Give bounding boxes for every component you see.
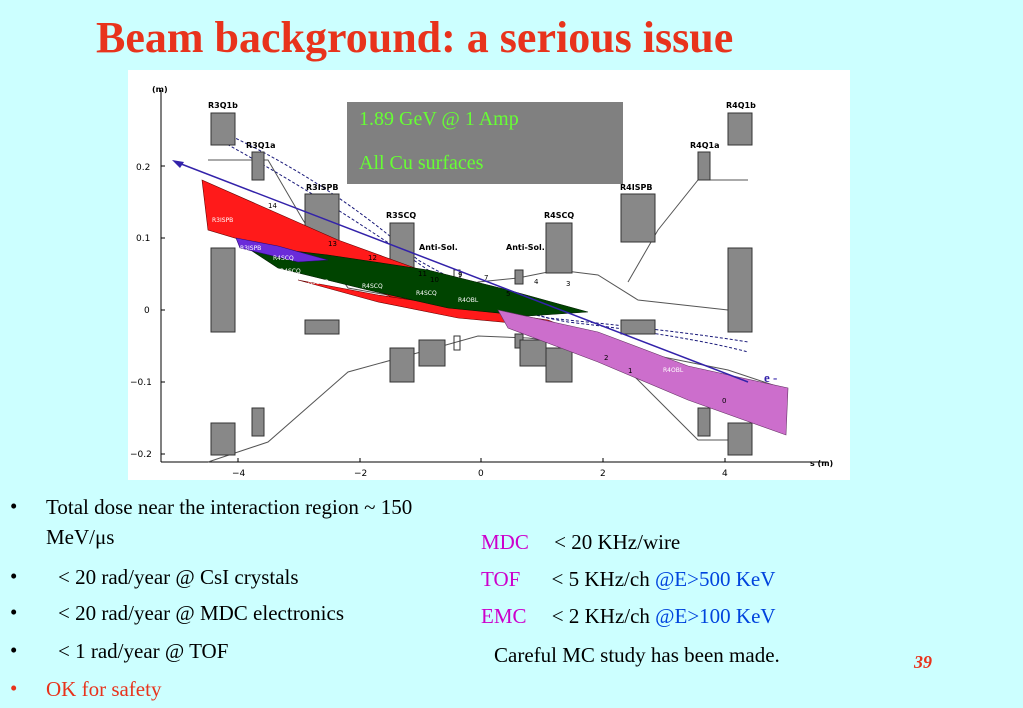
x-tick-label: −4 (232, 469, 246, 479)
bullet-icon: • (10, 676, 18, 700)
band-label: R4OBL (458, 297, 479, 304)
magnet-label-antisol-right: Anti-Sol. (506, 243, 545, 252)
point-number: 1 (628, 367, 632, 375)
point-number: 0 (722, 397, 726, 405)
y-tick-label: −0.1 (130, 378, 152, 388)
band-magenta (497, 309, 789, 436)
bullet-icon: • (10, 494, 18, 518)
mc-study-note: Careful MC study has been made. (494, 643, 780, 667)
magnet-label-r4scq: R4SCQ (544, 211, 574, 220)
point-number: 4 (534, 278, 539, 286)
bullet-icon: • (10, 638, 18, 662)
band-label: R4SCQ (416, 290, 437, 297)
point-number: 11 (418, 270, 427, 278)
x-tick-label: 4 (722, 469, 728, 479)
point-number: 9 (458, 271, 462, 279)
page-number: 39 (914, 652, 932, 672)
band-label: R4SCQ (362, 283, 383, 290)
surface-material: All Cu surfaces (359, 152, 484, 174)
mdc-rate: MDC < 20 KHz/wire (481, 530, 681, 554)
magnets (210, 112, 753, 456)
band-label: R4SCQ (273, 255, 294, 262)
tof-rate: TOF < 5 KHz/ch @E>500 KeV (481, 567, 776, 591)
magnet-label-r3scq: R3SCQ (386, 211, 416, 220)
beam-parameters-box: 1.89 GeV @ 1 Amp All Cu surfaces (347, 102, 623, 184)
beam-label: e - (764, 370, 777, 385)
emc-rate: EMC < 2 KHz/ch @E>100 KeV (481, 604, 776, 628)
band-green (242, 244, 589, 317)
bullet-icon: • (10, 600, 18, 624)
band-label: R3ISPB (240, 245, 261, 252)
y-tick-label: 0 (144, 306, 150, 316)
band-label: R4OBL (663, 367, 684, 374)
magnet-label-r4q1a: R4Q1a (690, 141, 720, 150)
beam-energy-current: 1.89 GeV @ 1 Amp (359, 108, 519, 130)
magnet-label-antisol-left: Anti-Sol. (419, 243, 458, 252)
magnet-label-r3q1a: R3Q1a (246, 141, 276, 150)
point-number: 7 (484, 274, 488, 282)
slide-title: Beam background: a serious issue (96, 13, 734, 62)
x-tick-label: 2 (600, 469, 606, 479)
band-label: R3ISPB (212, 217, 233, 224)
band-purple (235, 237, 329, 263)
point-number: 13 (328, 240, 337, 248)
y-tick-label: 0.1 (136, 234, 150, 244)
x-tick-label: −2 (354, 469, 367, 479)
point-number: 12 (368, 254, 377, 262)
point-number: 3 (566, 280, 570, 288)
magnet-label-r4ispb: R4ISPB (620, 183, 652, 192)
point-number: 5 (506, 290, 510, 298)
y-unit: (m) (152, 85, 168, 94)
point-number: 14 (268, 202, 277, 210)
magnet-label-r4q1b: R4Q1b (726, 101, 756, 110)
x-tick-label: 0 (478, 469, 484, 479)
point-number: 2 (604, 354, 608, 362)
band-label: R4SCQ (280, 268, 301, 275)
y-tick-label: 0.2 (136, 163, 150, 173)
magnet-label-r3q1b: R3Q1b (208, 101, 238, 110)
band-label: R3SCQ (308, 279, 329, 286)
magnet-label-r3ispb: R3ISPB (306, 183, 338, 192)
beam-line (175, 161, 749, 383)
diagram-svg: (m) s (m) 0.2 0.1 0 −0.1 −0.2 −4 −2 0 2 … (130, 85, 833, 479)
x-unit: s (m) (810, 459, 833, 468)
bullet-icon: • (10, 564, 18, 588)
y-tick-label: −0.2 (130, 450, 152, 460)
beam-arrow-icon (172, 160, 184, 168)
point-number: 10 (430, 276, 439, 284)
